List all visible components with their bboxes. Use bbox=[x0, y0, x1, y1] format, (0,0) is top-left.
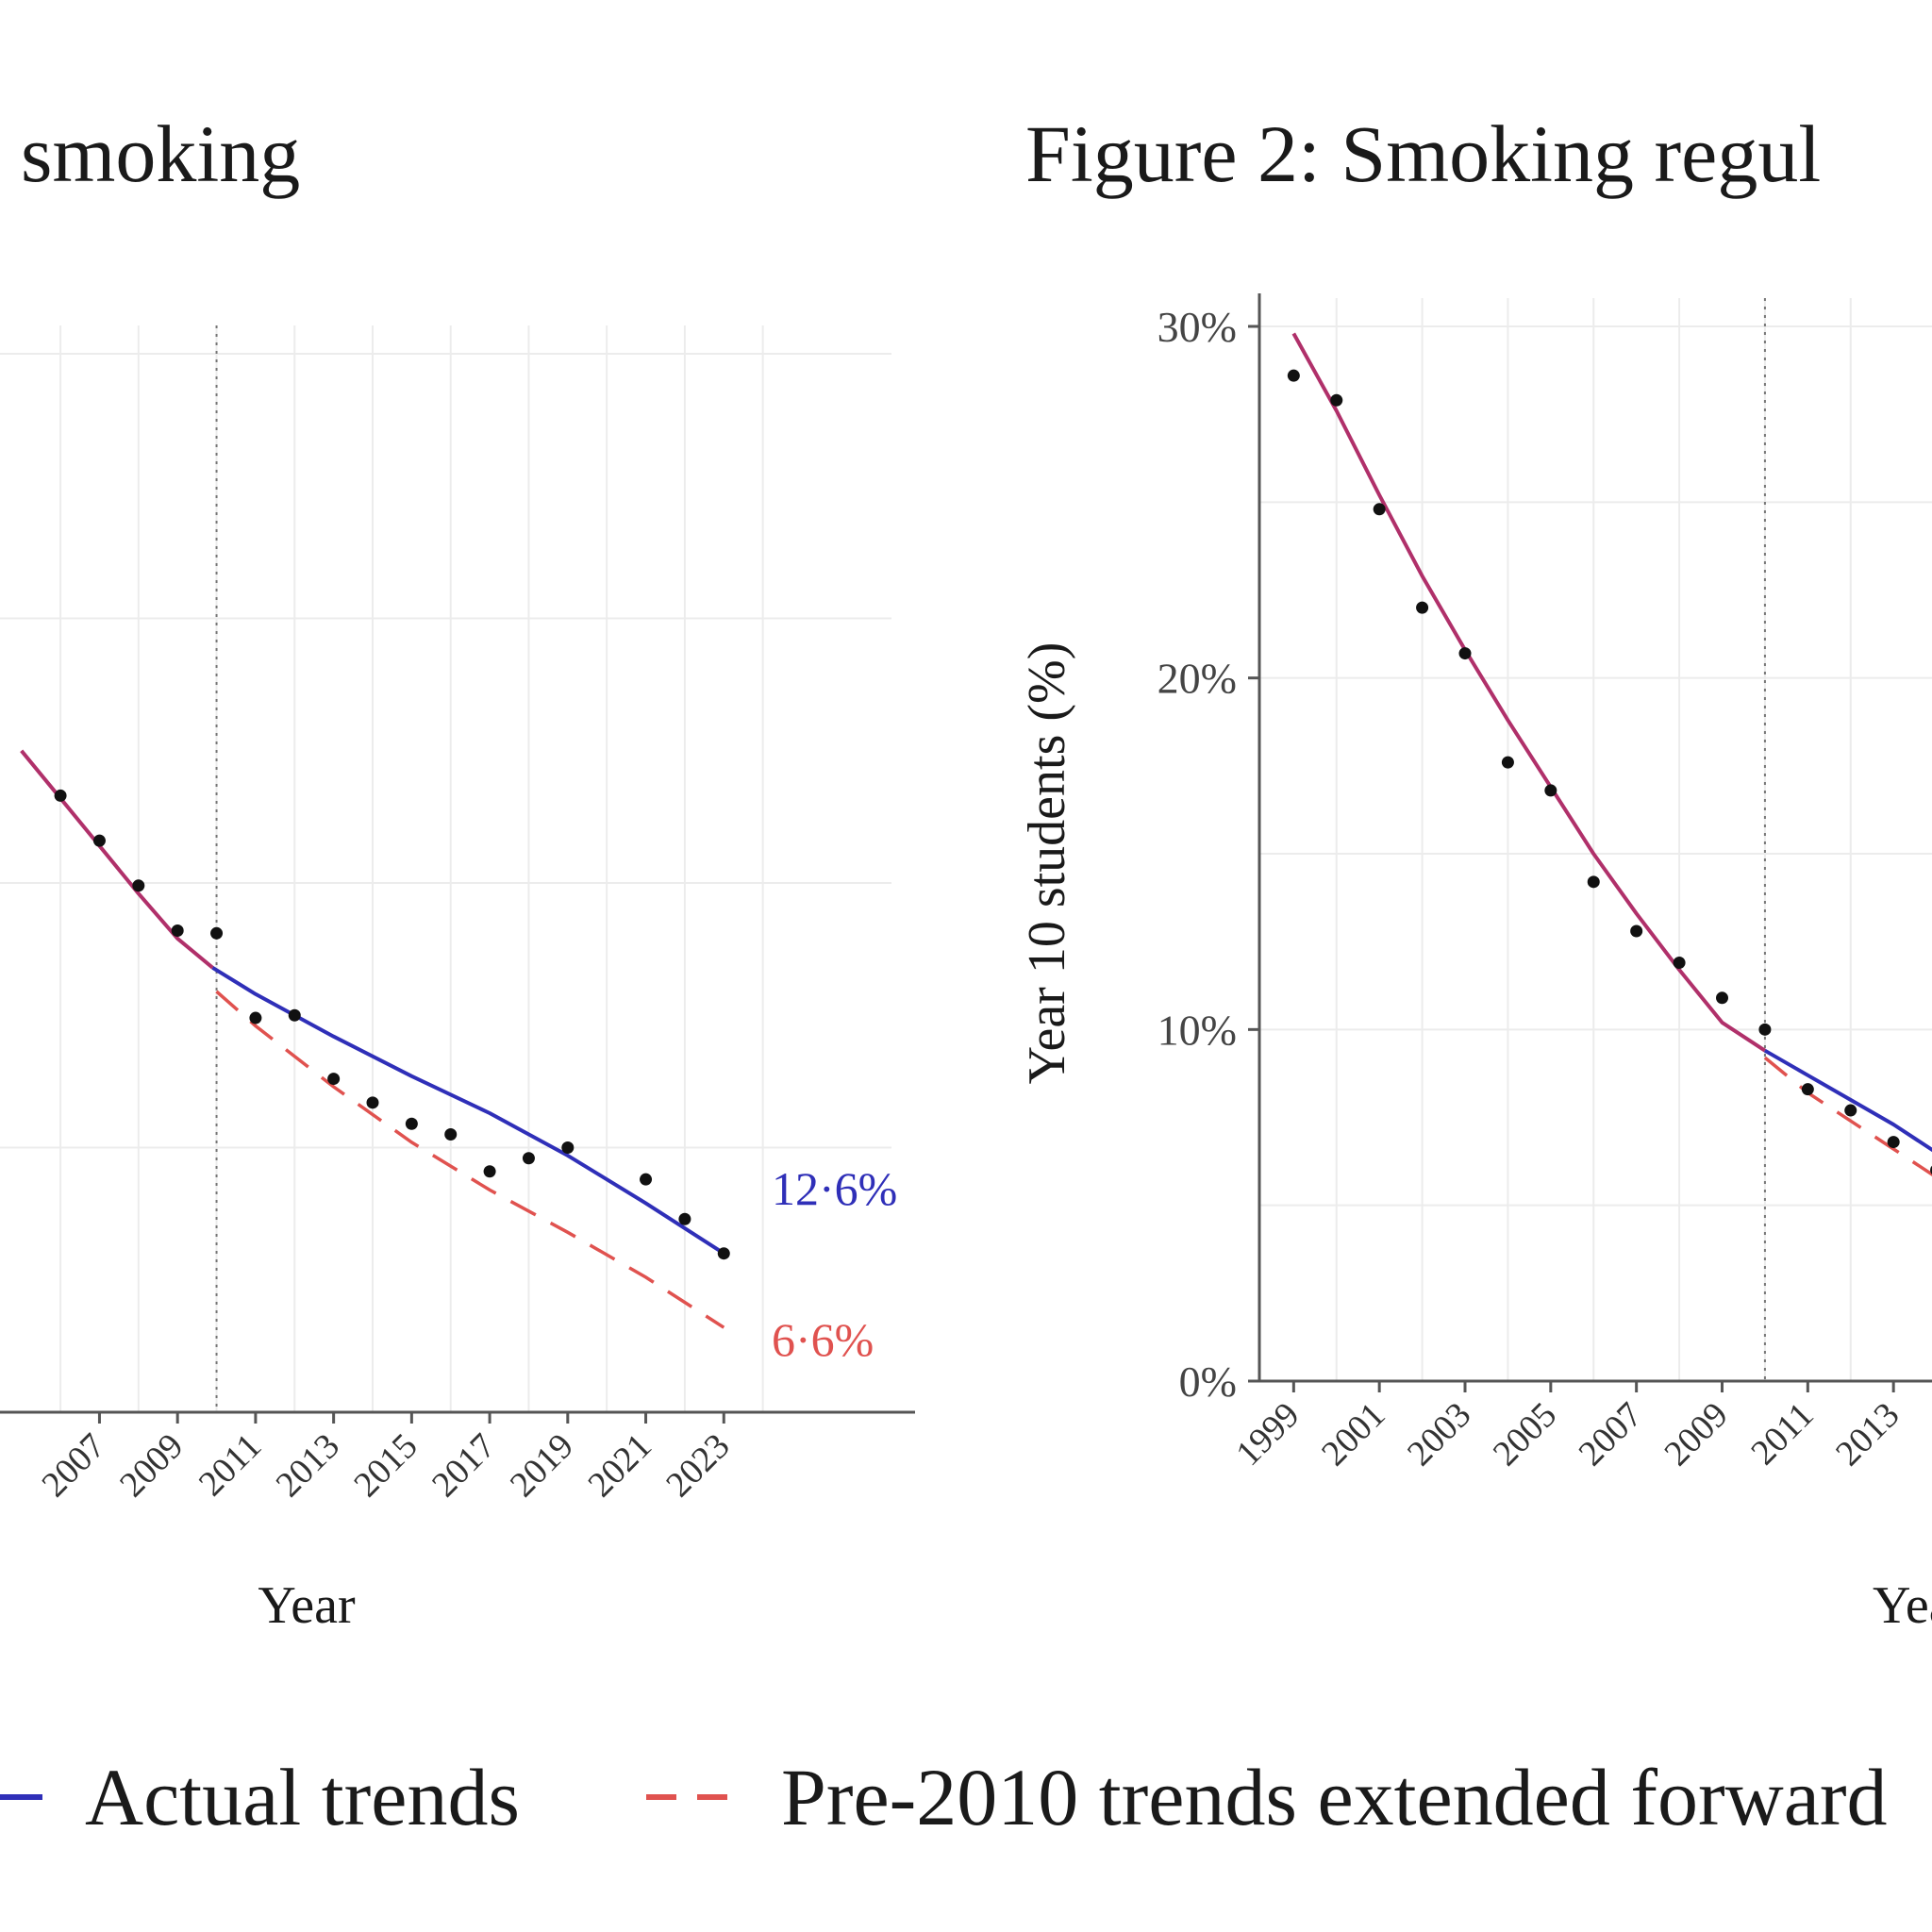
right-data-point bbox=[1544, 784, 1557, 797]
right-y-axis-title: Year 10 students (%) bbox=[1018, 642, 1076, 1085]
right-x-tick-label: 2007 bbox=[1572, 1395, 1650, 1474]
right-y-tick-label: 30% bbox=[1158, 303, 1237, 351]
right-x-tick-label: 2003 bbox=[1400, 1395, 1478, 1474]
right-data-point bbox=[1416, 601, 1429, 614]
right-data-point bbox=[1844, 1104, 1857, 1117]
left-data-point bbox=[405, 1117, 418, 1130]
left-x-tick-label: 2007 bbox=[34, 1426, 112, 1505]
left-data-point bbox=[249, 1011, 262, 1024]
right-series-actual-pre bbox=[1291, 332, 1766, 1053]
left-data-point bbox=[210, 926, 224, 940]
right-data-point bbox=[1630, 924, 1643, 938]
right-series-counterfactual bbox=[1763, 1056, 1932, 1176]
left-panel: smoking 2007 2009 2011 2013 2015 2017 2019 2021… bbox=[0, 108, 915, 1635]
left-data-point bbox=[483, 1165, 496, 1178]
left-x-axis-title: Year bbox=[258, 1576, 356, 1635]
left-series-counterfactual bbox=[215, 990, 725, 1329]
right-data-point bbox=[1887, 1136, 1900, 1149]
right-panel: Figure 2: Smoking regul 1999 2001 2003 2005… bbox=[1018, 108, 1932, 1635]
left-data-point bbox=[366, 1096, 379, 1109]
right-x-tick-label: 2005 bbox=[1486, 1395, 1564, 1474]
left-data-point bbox=[522, 1152, 535, 1165]
right-data-point bbox=[1330, 393, 1343, 407]
left-data-point bbox=[561, 1141, 575, 1154]
right-data-point bbox=[1587, 875, 1600, 889]
left-x-tick-label: 2011 bbox=[192, 1426, 269, 1504]
left-series-actual bbox=[211, 966, 725, 1256]
right-series-actual bbox=[1763, 1048, 1932, 1153]
left-data-point bbox=[54, 789, 67, 802]
left-series-actual-pre bbox=[20, 749, 214, 970]
right-data-point bbox=[1373, 503, 1386, 516]
legend: Actual trends Pre-2010 trends extended f… bbox=[0, 1752, 1888, 1842]
right-y-tick-label: 10% bbox=[1158, 1006, 1237, 1054]
left-data-point bbox=[92, 834, 106, 847]
right-x-tick-label: 2001 bbox=[1314, 1395, 1392, 1474]
right-y-tick-label: 0% bbox=[1179, 1357, 1237, 1406]
left-data-point bbox=[132, 879, 145, 892]
left-x-tick-label: 2023 bbox=[658, 1426, 737, 1505]
left-x-tick-label: 2013 bbox=[269, 1426, 347, 1505]
right-data-point bbox=[1801, 1083, 1814, 1096]
right-data-point bbox=[1716, 991, 1728, 1005]
left-data-point bbox=[640, 1173, 653, 1186]
right-x-tick-label: 2009 bbox=[1657, 1395, 1735, 1474]
legend-label-counterfactual: Pre-2010 trends extended forward bbox=[781, 1752, 1888, 1842]
left-end-label-counterfactual: 6·6% bbox=[772, 1313, 874, 1366]
left-data-point bbox=[171, 924, 184, 937]
right-plot-area: 19992001200320052007200920112013200%10%2… bbox=[1158, 293, 1932, 1474]
right-data-point bbox=[1458, 647, 1472, 660]
right-x-tick-label: 2011 bbox=[1743, 1395, 1821, 1473]
left-data-point bbox=[717, 1247, 730, 1260]
left-end-label-actual: 12·6% bbox=[772, 1162, 897, 1215]
left-data-point bbox=[327, 1073, 341, 1086]
left-x-tick-label: 2017 bbox=[425, 1426, 503, 1505]
left-data-point bbox=[678, 1212, 691, 1225]
left-data-point bbox=[444, 1127, 458, 1141]
left-x-tick-label: 2015 bbox=[346, 1426, 425, 1505]
left-x-tick-label: 2009 bbox=[112, 1426, 191, 1505]
left-panel-title: smoking bbox=[21, 108, 300, 199]
right-data-point bbox=[1758, 1023, 1772, 1036]
left-data-point bbox=[288, 1008, 301, 1022]
right-data-point bbox=[1501, 756, 1514, 769]
right-panel-title: Figure 2: Smoking regul bbox=[1025, 108, 1821, 199]
right-data-point bbox=[1287, 369, 1300, 382]
right-x-axis-title: Year bbox=[1873, 1576, 1932, 1635]
left-x-tick-label: 2021 bbox=[580, 1426, 658, 1505]
right-x-tick-label: 1999 bbox=[1228, 1395, 1307, 1474]
left-x-tick-label: 2019 bbox=[503, 1426, 581, 1505]
legend-label-actual: Actual trends bbox=[85, 1752, 520, 1842]
right-y-tick-label: 20% bbox=[1158, 655, 1237, 703]
right-x-tick-label: 2013 bbox=[1828, 1395, 1907, 1474]
right-data-point bbox=[1673, 957, 1686, 970]
